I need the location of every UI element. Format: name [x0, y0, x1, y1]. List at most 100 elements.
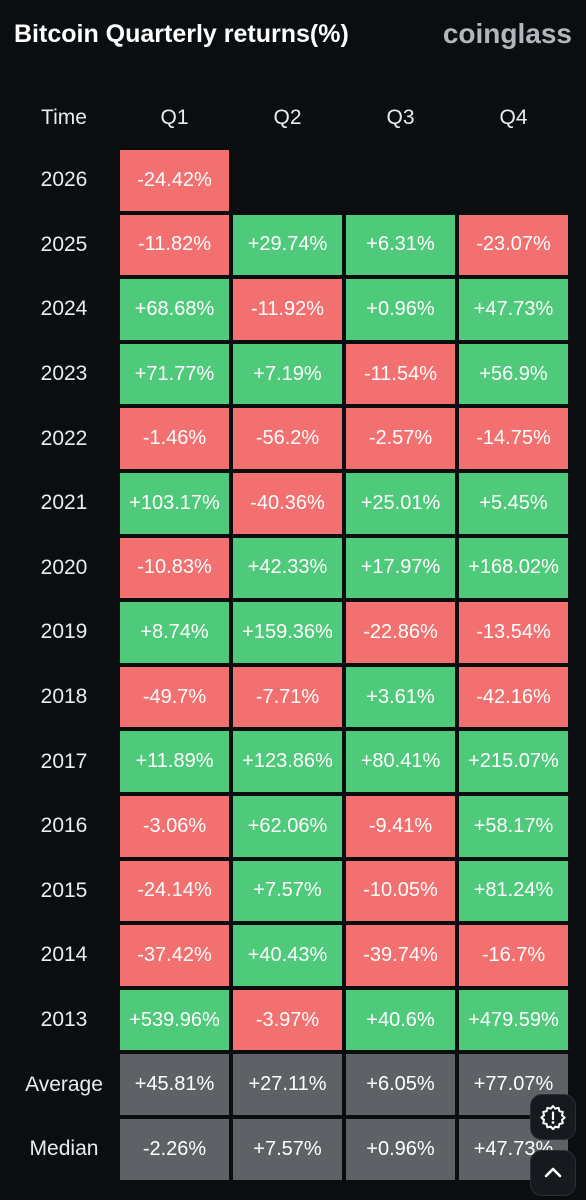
return-cell-q2: +27.11%	[233, 1054, 342, 1115]
table-row: 2016 -3.06% +62.06% -9.41% +58.17%	[10, 794, 574, 859]
table-row: 2020 -10.83% +42.33% +17.97% +168.02%	[10, 536, 574, 601]
return-cell-q1: +8.74%	[120, 602, 229, 663]
return-cell-q3: +0.96%	[346, 1118, 455, 1180]
return-cell-q3	[346, 150, 455, 211]
chevron-up-icon	[544, 1167, 562, 1178]
return-cell-q3: +6.31%	[346, 214, 455, 276]
return-cell-q1: +103.17%	[120, 472, 229, 534]
return-cell-q1: +11.89%	[120, 731, 229, 792]
returns-table: Time Q1 Q2 Q3 Q4 2026 -24.42% 2025 -11.82% +…	[10, 88, 574, 1182]
table-row: 2017 +11.89% +123.86% +80.41% +215.07%	[10, 729, 574, 794]
return-cell-q2: -7.71%	[233, 666, 342, 728]
return-cell-q1: -49.7%	[120, 666, 229, 728]
return-cell-q3: -2.57%	[346, 408, 455, 469]
return-cell-q3: +40.6%	[346, 989, 455, 1051]
return-cell-q1: +539.96%	[120, 989, 229, 1051]
return-cell-q1: -10.83%	[120, 537, 229, 599]
return-cell-q2: +123.86%	[233, 731, 342, 792]
table-row: 2019 +8.74% +159.36% -22.86% -13.54%	[10, 600, 574, 665]
scroll-to-top-button[interactable]	[530, 1150, 576, 1196]
return-cell-q2: +62.06%	[233, 795, 342, 857]
return-cell-q4: +77.07%	[459, 1054, 568, 1115]
return-cell-q2: +7.57%	[233, 860, 342, 922]
year-label: 2020	[40, 555, 88, 579]
year-label: 2025	[40, 232, 88, 256]
return-cell-q4: +81.24%	[459, 860, 568, 922]
return-cell-q2	[233, 150, 342, 211]
table-row: 2025 -11.82% +29.74% +6.31% -23.07%	[10, 213, 574, 278]
year-label: 2016	[40, 814, 88, 838]
table-row: 2014 -37.42% +40.43% -39.74% -16.7%	[10, 923, 574, 988]
return-cell-q1: +71.77%	[120, 343, 229, 405]
table-row: 2022 -1.46% -56.2% -2.57% -14.75%	[10, 406, 574, 471]
page-title: Bitcoin Quarterly returns(%)	[14, 20, 349, 48]
year-label: 2019	[40, 620, 88, 644]
return-cell-q1: +68.68%	[120, 279, 229, 340]
year-label: 2022	[40, 426, 88, 450]
year-label: 2017	[40, 749, 88, 773]
table-row: 2018 -49.7% -7.71% +3.61% -42.16%	[10, 665, 574, 730]
summary-label: Median	[29, 1137, 99, 1161]
return-cell-q3: -39.74%	[346, 925, 455, 986]
column-header-q1[interactable]: Q1	[160, 106, 189, 129]
return-cell-q4: -13.54%	[459, 602, 568, 663]
page-header: Bitcoin Quarterly returns(%) coinglass	[14, 16, 572, 60]
return-cell-q4: +479.59%	[459, 989, 568, 1051]
return-cell-q2: +7.57%	[233, 1118, 342, 1180]
return-cell-q3: -22.86%	[346, 602, 455, 663]
brand-logo[interactable]: coinglass	[442, 18, 572, 49]
column-header-time[interactable]: Time	[41, 106, 87, 129]
return-cell-q1: -2.26%	[120, 1118, 229, 1180]
year-label: 2014	[40, 943, 88, 967]
year-label: 2026	[40, 168, 88, 192]
return-cell-q2: -56.2%	[233, 408, 342, 469]
year-label: 2023	[40, 362, 88, 386]
return-cell-q3: +6.05%	[346, 1054, 455, 1115]
table-row: 2026 -24.42%	[10, 148, 574, 213]
summary-row: Median -2.26% +7.57% +0.96% +47.73%	[10, 1117, 574, 1182]
column-header-q2[interactable]: Q2	[273, 106, 302, 129]
summary-row: Average +45.81% +27.11% +6.05% +77.07%	[10, 1052, 574, 1117]
return-cell-q2: -11.92%	[233, 279, 342, 340]
return-cell-q4: +56.9%	[459, 343, 568, 405]
return-cell-q1: -3.06%	[120, 795, 229, 857]
return-cell-q4: +5.45%	[459, 472, 568, 534]
return-cell-q4: -42.16%	[459, 666, 568, 728]
table-header-row: Time Q1 Q2 Q3 Q4	[10, 88, 574, 148]
return-cell-q4: -23.07%	[459, 214, 568, 276]
return-cell-q3: -11.54%	[346, 343, 455, 405]
return-cell-q1: -37.42%	[120, 925, 229, 986]
return-cell-q3: +3.61%	[346, 666, 455, 728]
return-cell-q3: +80.41%	[346, 731, 455, 792]
return-cell-q2: +159.36%	[233, 602, 342, 663]
return-cell-q2: +29.74%	[233, 214, 342, 276]
column-header-q4[interactable]: Q4	[499, 106, 528, 129]
return-cell-q1: -1.46%	[120, 408, 229, 469]
return-cell-q4	[459, 150, 568, 211]
year-label: 2024	[40, 297, 88, 321]
year-label: 2018	[40, 685, 88, 709]
summary-label: Average	[25, 1072, 103, 1096]
return-cell-q4: +58.17%	[459, 795, 568, 857]
settings-gear-icon	[540, 1105, 566, 1130]
column-header-q3[interactable]: Q3	[386, 106, 415, 129]
return-cell-q4: +47.73%	[459, 279, 568, 340]
settings-button[interactable]	[530, 1094, 576, 1140]
return-cell-q1: -24.42%	[120, 150, 229, 211]
return-cell-q2: +7.19%	[233, 343, 342, 405]
year-label: 2013	[40, 1008, 88, 1032]
return-cell-q3: +17.97%	[346, 537, 455, 599]
return-cell-q2: -40.36%	[233, 472, 342, 534]
table-row: 2021 +103.17% -40.36% +25.01% +5.45%	[10, 471, 574, 536]
table-row: 2023 +71.77% +7.19% -11.54% +56.9%	[10, 342, 574, 407]
return-cell-q4: +168.02%	[459, 537, 568, 599]
table-row: 2024 +68.68% -11.92% +0.96% +47.73%	[10, 277, 574, 342]
return-cell-q3: +0.96%	[346, 279, 455, 340]
return-cell-q1: -24.14%	[120, 860, 229, 922]
year-label: 2021	[40, 491, 88, 515]
return-cell-q3: +25.01%	[346, 472, 455, 534]
return-cell-q1: -11.82%	[120, 214, 229, 276]
table-row: 2015 -24.14% +7.57% -10.05% +81.24%	[10, 859, 574, 924]
return-cell-q3: -9.41%	[346, 795, 455, 857]
return-cell-q2: +42.33%	[233, 537, 342, 599]
